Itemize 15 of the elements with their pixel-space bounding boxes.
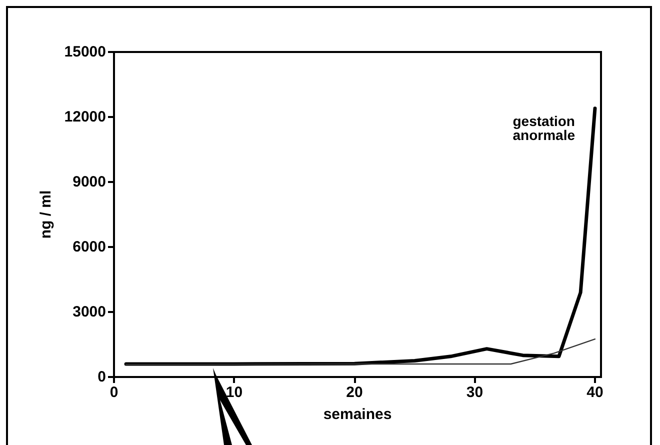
line-series bbox=[125, 338, 596, 366]
x-tick-label: 10 bbox=[226, 384, 243, 401]
y-tick-label: 12000 bbox=[64, 108, 106, 126]
x-tick-label: 40 bbox=[586, 384, 604, 401]
y-tick-label: 15000 bbox=[64, 44, 106, 60]
y-tick-label: 0 bbox=[98, 368, 106, 386]
y-tick-label: 3000 bbox=[72, 304, 106, 320]
annotation: gestation anormale bbox=[512, 113, 576, 143]
x-tick-label: 30 bbox=[466, 384, 484, 401]
y-tick-label: 9000 bbox=[72, 174, 106, 190]
x-axis-title: semaines bbox=[323, 406, 392, 423]
x-tick-label: 0 bbox=[110, 384, 118, 401]
x-tick-label: 20 bbox=[346, 384, 363, 401]
y-tick-label: 6000 bbox=[72, 238, 106, 256]
y-axis-title: ng / ml bbox=[37, 190, 54, 239]
